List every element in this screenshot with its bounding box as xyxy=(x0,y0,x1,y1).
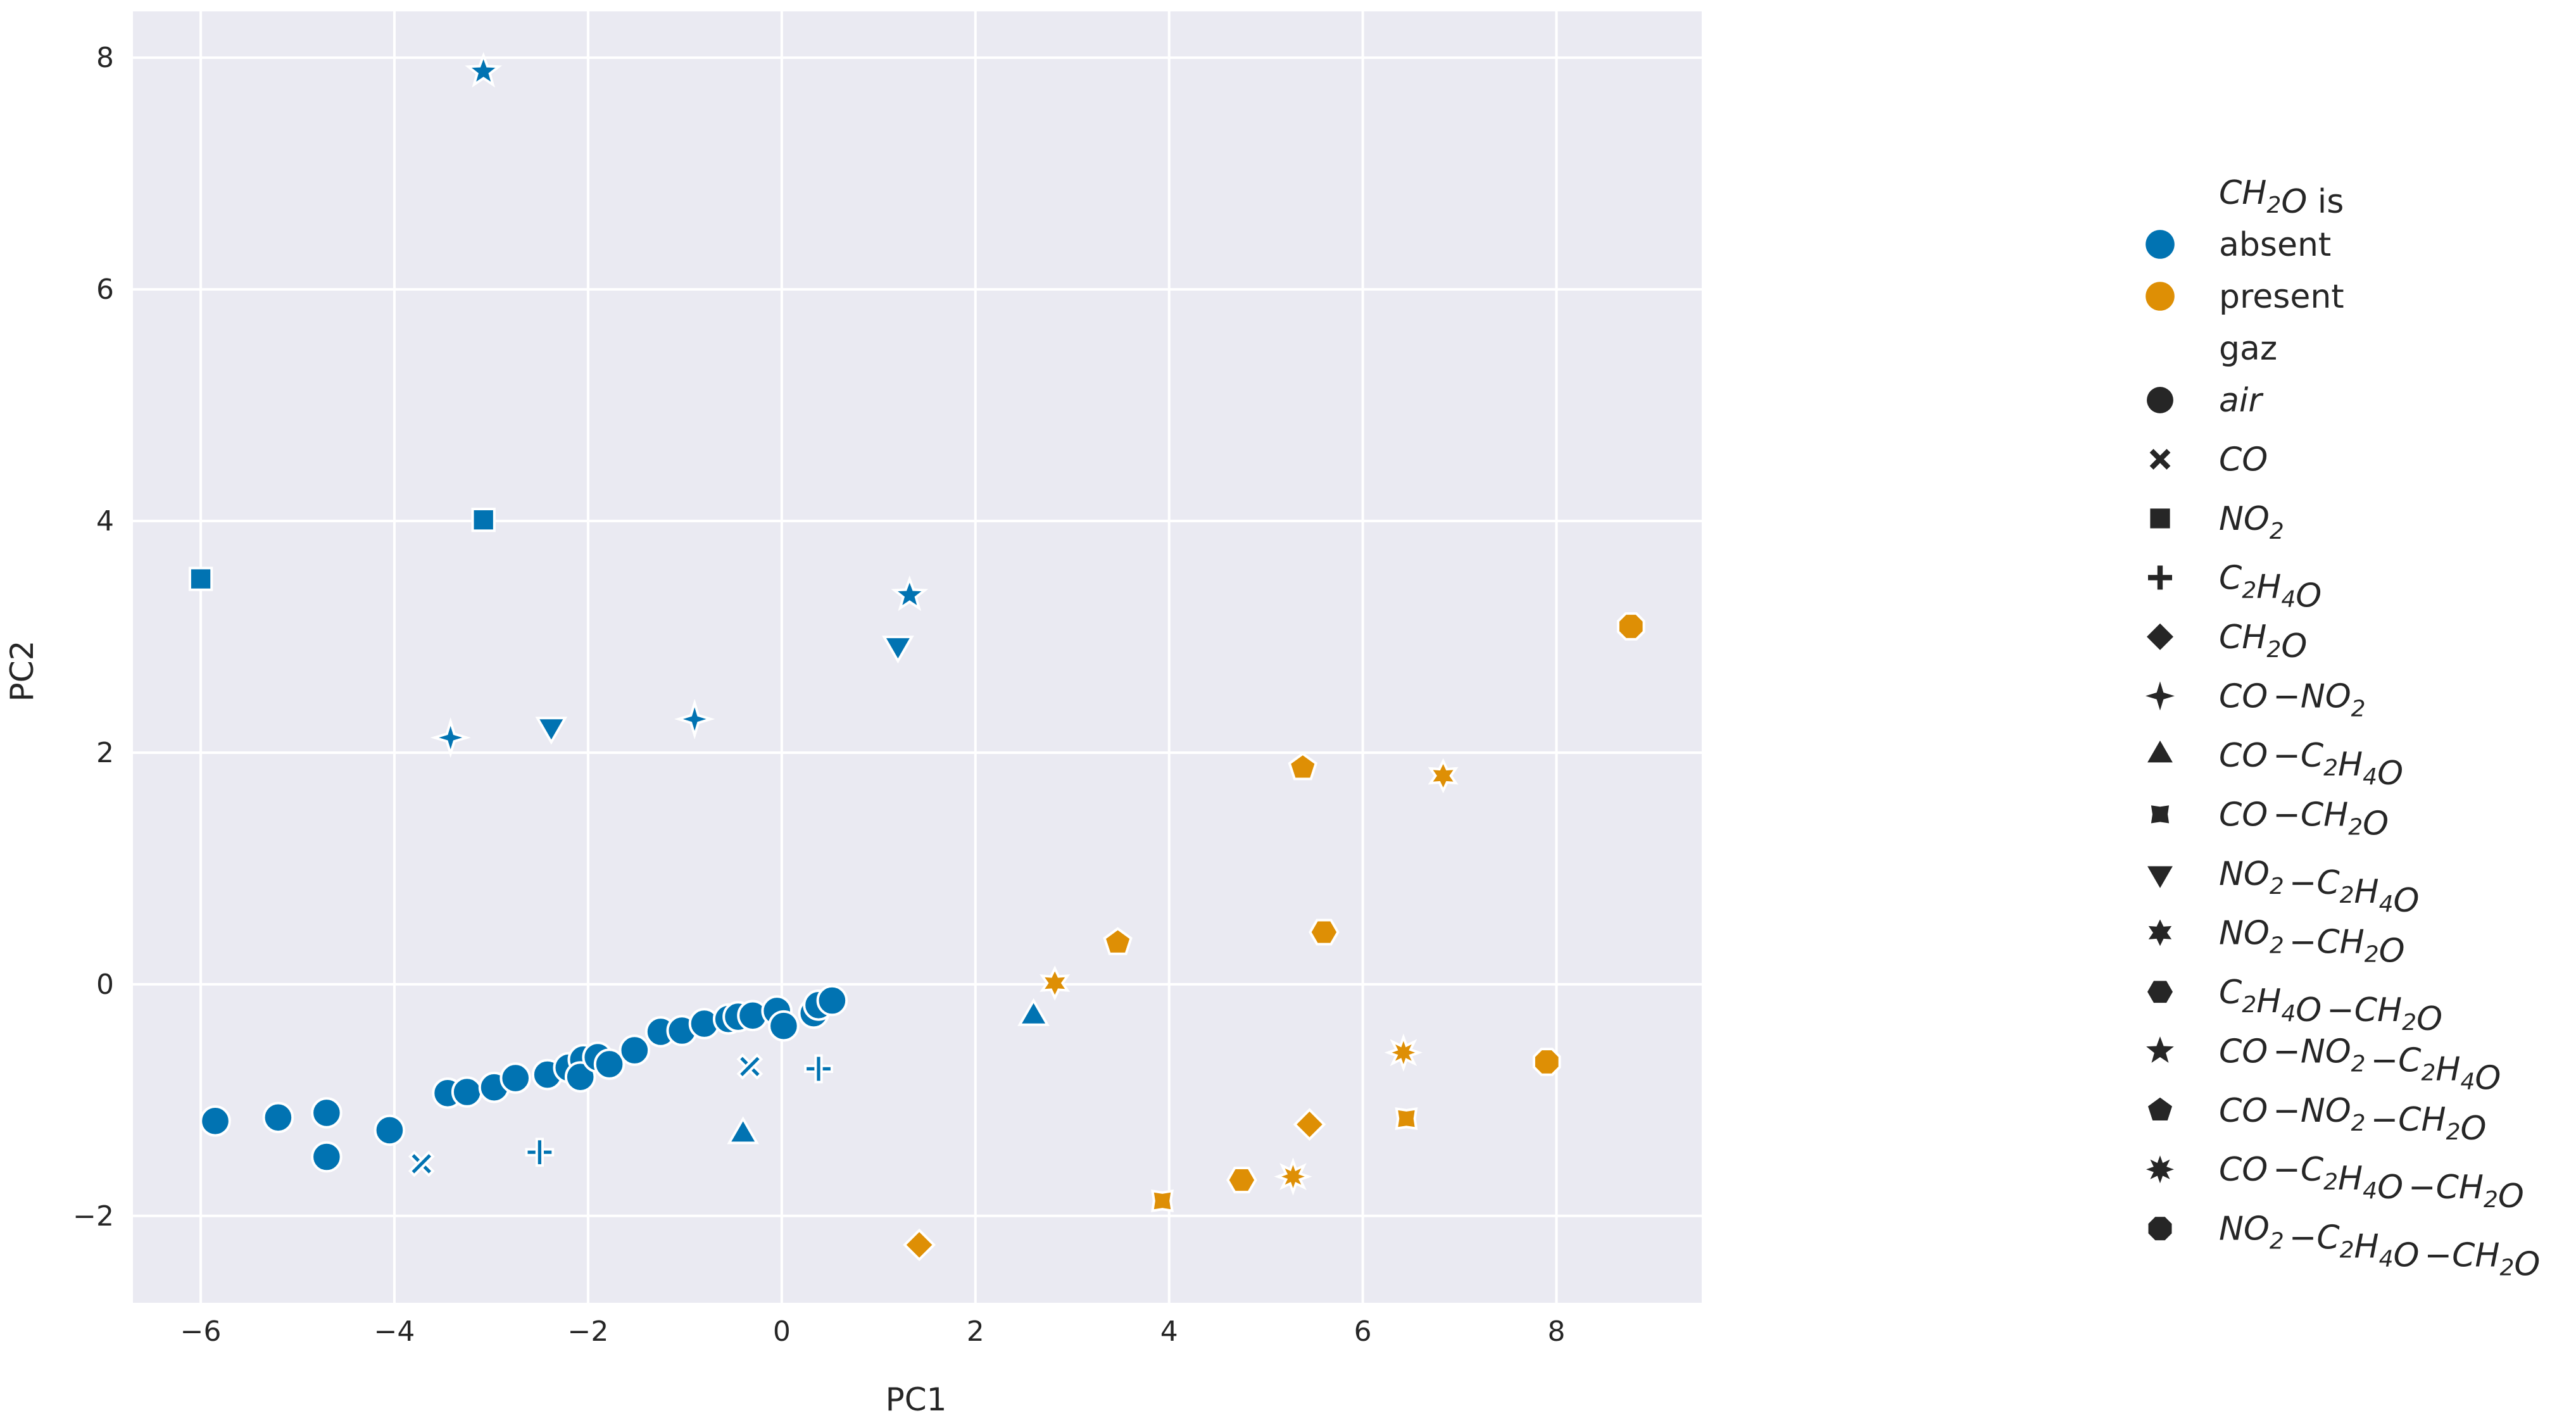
data-point xyxy=(882,636,914,664)
legend-style-marker xyxy=(2147,981,2173,1003)
legend-style-label: air xyxy=(2219,382,2264,420)
x-tick-label: −2 xyxy=(567,1315,608,1348)
legend: CH2O is absent present gaz air CO NO2 C2H4OCH2O… xyxy=(2146,174,2540,1284)
x-tick-label: −4 xyxy=(374,1315,415,1348)
legend-style-marker xyxy=(2150,508,2170,529)
data-point xyxy=(451,1076,483,1108)
data-point xyxy=(199,1105,231,1137)
data-point xyxy=(465,52,503,88)
legend-style-label: NO2 −C2H4O xyxy=(2219,855,2419,920)
data-point xyxy=(1293,1108,1326,1141)
data-point xyxy=(1017,998,1050,1026)
legend-style-marker xyxy=(2146,1036,2174,1063)
data-point xyxy=(564,1061,596,1093)
legend-style-marker xyxy=(2147,740,2173,763)
legend-style-marker xyxy=(2151,805,2170,824)
legend-style-label: CO −C2H4O xyxy=(2219,737,2403,793)
y-tick-label: 0 xyxy=(96,969,114,1001)
x-tick-label: 8 xyxy=(1548,1315,1566,1348)
data-point xyxy=(736,1053,763,1080)
data-point xyxy=(674,698,715,740)
data-point xyxy=(768,1010,800,1042)
data-point xyxy=(1151,1189,1174,1212)
data-point xyxy=(499,1062,532,1094)
data-point xyxy=(1395,1107,1418,1131)
legend-style-marker xyxy=(2147,623,2173,650)
legend-hue-label: present xyxy=(2219,278,2344,316)
plot-background xyxy=(133,11,1702,1303)
data-point xyxy=(1309,919,1340,946)
x-tick-label: −6 xyxy=(180,1315,222,1348)
y-tick-label: 8 xyxy=(96,42,114,74)
legend-style-label: CO −NO2 −C2H4O xyxy=(2219,1032,2501,1097)
legend-style-title: gaz xyxy=(2219,330,2277,368)
data-point xyxy=(804,1054,833,1084)
x-tick-label: 4 xyxy=(1160,1315,1178,1348)
data-point xyxy=(1384,1033,1423,1072)
legend-hue-label: absent xyxy=(2219,226,2331,264)
legend-hue-marker xyxy=(2146,230,2175,259)
data-point xyxy=(1274,1157,1312,1196)
grid-lines xyxy=(133,11,1702,1303)
data-point xyxy=(1040,965,1071,1001)
data-point xyxy=(619,1034,651,1066)
data-point xyxy=(1103,927,1133,955)
data-point xyxy=(471,508,496,532)
data-point xyxy=(262,1101,294,1134)
legend-style-label: CO −C2H4O −CH2O xyxy=(2219,1151,2524,1215)
legend-style-label: NO2 −CH2O xyxy=(2219,914,2405,970)
legend-style-marker xyxy=(2147,387,2173,413)
legend-style-marker xyxy=(2147,866,2173,888)
data-point xyxy=(1226,1167,1257,1194)
legend-style-marker xyxy=(2146,681,2175,711)
legend-style-label: C2H4O xyxy=(2219,559,2322,615)
data-point xyxy=(430,717,471,758)
legend-style-label: NO2 −C2H4O −CH2O xyxy=(2219,1210,2540,1284)
y-tick-label: 2 xyxy=(96,737,114,769)
legend-style-label: CO xyxy=(2219,441,2268,479)
x-axis-label: PC1 xyxy=(886,1381,947,1418)
legend-style-marker xyxy=(2148,1217,2172,1241)
legend-style-label: C2H4O −CH2O xyxy=(2219,974,2442,1038)
legend-style-label: CO −CH2O xyxy=(2219,796,2389,843)
y-axis-label: PC2 xyxy=(4,641,41,702)
data-point xyxy=(1616,612,1645,641)
data-point xyxy=(1428,758,1459,794)
data-point xyxy=(311,1097,342,1129)
legend-style-marker xyxy=(2148,919,2172,946)
y-tick-label: −2 xyxy=(73,1200,114,1233)
data-point xyxy=(374,1114,406,1146)
data-point xyxy=(311,1141,342,1173)
legend-style-marker xyxy=(2149,449,2171,470)
data-points xyxy=(188,52,1645,1262)
legend-style-label: NO2 xyxy=(2219,500,2284,544)
legend-style-label: CO −NO2 xyxy=(2219,677,2366,722)
legend-style-label: CO −NO2 −CH2O xyxy=(2219,1092,2486,1148)
data-point xyxy=(891,575,929,612)
legend-style-label: CH2O xyxy=(2219,618,2307,665)
data-point xyxy=(1532,1048,1561,1076)
data-point xyxy=(535,717,568,745)
axis-ticks: −6 −4 −2 0 2 4 6 8 −2 0 2 4 6 8 xyxy=(73,42,1565,1348)
legend-style-marker xyxy=(2148,565,2172,590)
data-point xyxy=(1288,752,1318,781)
data-point xyxy=(816,984,848,1017)
legend-style-marker xyxy=(2147,1097,2173,1120)
y-tick-label: 6 xyxy=(96,273,114,306)
x-tick-label: 0 xyxy=(773,1315,791,1348)
legend-style-marker xyxy=(2146,1155,2174,1184)
data-point xyxy=(727,1116,760,1145)
data-point xyxy=(188,567,213,591)
x-tick-label: 6 xyxy=(1354,1315,1372,1348)
data-point xyxy=(525,1138,555,1167)
data-point xyxy=(903,1228,936,1262)
data-point xyxy=(408,1150,435,1177)
data-point xyxy=(593,1048,625,1080)
legend-hue-marker xyxy=(2146,282,2175,311)
legend-hue-title: CH2O is xyxy=(2219,174,2344,221)
x-tick-label: 2 xyxy=(967,1315,984,1348)
y-tick-label: 4 xyxy=(96,505,114,537)
